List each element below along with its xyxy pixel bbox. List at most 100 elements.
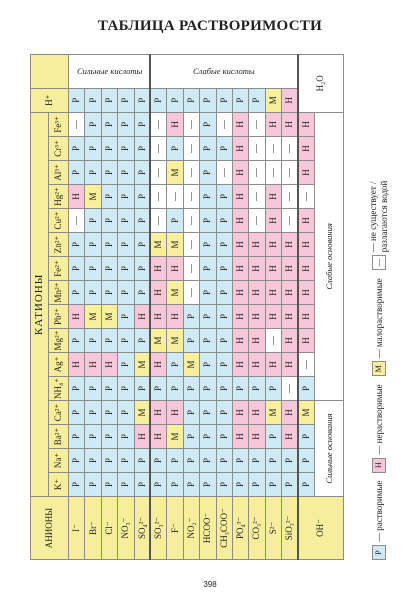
solubility-cell: Р [101, 280, 118, 305]
solubility-cell: Р [232, 376, 249, 401]
solubility-cell: — [281, 376, 298, 401]
solubility-cell: Н [265, 112, 282, 137]
solubility-cell: Н [232, 400, 249, 425]
solubility-cell: Р [150, 376, 167, 401]
solubility-cell: Р [134, 88, 151, 113]
solubility-cell: Р [117, 88, 135, 113]
solubility-cell: Р [183, 400, 200, 425]
solubility-cell: Р [117, 424, 135, 449]
solubility-cell: Н [84, 352, 102, 377]
solubility-cell: — [183, 184, 200, 209]
solubility-cell: Р [117, 352, 135, 377]
legend: Р — растворимые Н — нерастворимые М — малорас… [350, 55, 408, 560]
solubility-cell: Р [199, 472, 217, 497]
solubility-cell: Р [101, 208, 118, 233]
solubility-cell: Р [134, 136, 151, 161]
solubility-cell: Н [297, 280, 315, 305]
solubility-cell: Р [68, 256, 85, 281]
solubility-cell: Н [232, 112, 249, 137]
solubility-cell: — [166, 184, 184, 209]
solubility-cell: — [281, 160, 298, 185]
solubility-cell: Р [166, 448, 184, 473]
solubility-cell: Н [297, 160, 315, 185]
solubility-cell: Р [68, 400, 85, 425]
solubility-cell: Н [232, 328, 249, 353]
solubility-cell: М [134, 400, 151, 425]
solubility-cell: Р [101, 448, 118, 473]
solubility-cell: Р [101, 160, 118, 185]
cation-name: Al³⁺ [48, 160, 69, 185]
solubility-cell: Н [101, 352, 118, 377]
solubility-cell: Р [199, 232, 217, 257]
legend-symbol: — [372, 255, 386, 271]
solubility-cell: Н [68, 184, 85, 209]
solubility-cell: Р [84, 160, 102, 185]
solubility-cell: Р [216, 352, 233, 377]
table-frame: АНИОНЫ КАТИОНЫ H⁺ K⁺ Na⁺ Ba²⁺ Ca²⁺ NH₄⁺ Ag⁺ Mg²⁺ P… [30, 54, 345, 560]
solubility-cell: Р [216, 424, 233, 449]
solubility-cell: Н [68, 304, 85, 329]
legend-symbol: Н [372, 457, 386, 473]
cation-name: Hg²⁺ [48, 184, 69, 209]
solubility-cell: Р [199, 328, 217, 353]
anion-row: F⁻ Р Р М Н Р Р М Н М Н М Р — М Р Н Р [166, 54, 184, 560]
solubility-cell: Н [150, 256, 167, 281]
cation-name: NH₄⁺ [48, 376, 69, 401]
legend-text: — нерастворимые [373, 384, 384, 455]
solubility-cell: Н [248, 424, 266, 449]
solubility-cell: Н [166, 400, 184, 425]
solubility-cell: Р [216, 472, 233, 497]
solubility-cell: М [150, 232, 167, 257]
solubility-cell: Р [84, 328, 102, 353]
solubility-cell: Н [232, 136, 249, 161]
solubility-cell: Р [134, 160, 151, 185]
solubility-cell: М [166, 160, 184, 185]
solubility-cell: — [183, 160, 200, 185]
solubility-cell: М [265, 400, 282, 425]
solubility-cell: Н [281, 424, 298, 449]
solubility-cell: Н [232, 184, 249, 209]
solubility-cell: Р [134, 448, 151, 473]
anion-row: SiO₃²⁻ Р Р Н Н — Н Н Н Н Н Н — — — — Н Н [281, 54, 298, 560]
solubility-cell: М [134, 352, 151, 377]
solubility-cell: Н [166, 304, 184, 329]
solubility-cell: Р [199, 256, 217, 281]
solubility-cell: Р [183, 328, 200, 353]
solubility-cell: Н [248, 328, 266, 353]
solubility-cell: — [150, 208, 167, 233]
anions-header: АНИОНЫ [30, 496, 69, 560]
solubility-cell: Р [117, 472, 135, 497]
solubility-cell: Р [68, 160, 85, 185]
solubility-cell: Р [265, 424, 282, 449]
solubility-cell: Р [84, 400, 102, 425]
solubility-cell: Р [68, 136, 85, 161]
cation-name: Cr³⁺ [48, 136, 69, 161]
solubility-cell: — [183, 112, 200, 137]
solubility-cell: Р [84, 256, 102, 281]
solubility-cell: Н [281, 232, 298, 257]
anion-row: Br⁻ Р Р Р Р Р Н Р М Р Р Р Р М Р Р Р Р [84, 54, 102, 560]
solubility-cell: Р [117, 376, 135, 401]
solubility-cell: Р [199, 208, 217, 233]
solubility-cell: Р [199, 160, 217, 185]
solubility-cell: Р [216, 256, 233, 281]
solubility-cell: Р [265, 376, 282, 401]
anion-name: OH⁻ [297, 496, 344, 560]
cation-name: Zn²⁺ [48, 232, 69, 257]
solubility-cell: Н [265, 232, 282, 257]
anion-row: SO₄²⁻ Р Р Н М Р М Р Н Р Р Р Р Р Р Р Р Р [134, 54, 151, 560]
solubility-cell: Н [297, 328, 315, 353]
solubility-cell: Р [101, 184, 118, 209]
solubility-cell: М [101, 304, 118, 329]
solubility-cell: Н [281, 304, 298, 329]
solubility-cell: Р [232, 472, 249, 497]
solubility-cell: Р [84, 448, 102, 473]
solubility-cell: — [281, 136, 298, 161]
solubility-cell: — [183, 280, 200, 305]
base-group-label: Сильные основания [314, 400, 344, 497]
solubility-cell: Н [232, 256, 249, 281]
solubility-cell: Р [297, 376, 315, 401]
solubility-cell: Р [297, 448, 315, 473]
